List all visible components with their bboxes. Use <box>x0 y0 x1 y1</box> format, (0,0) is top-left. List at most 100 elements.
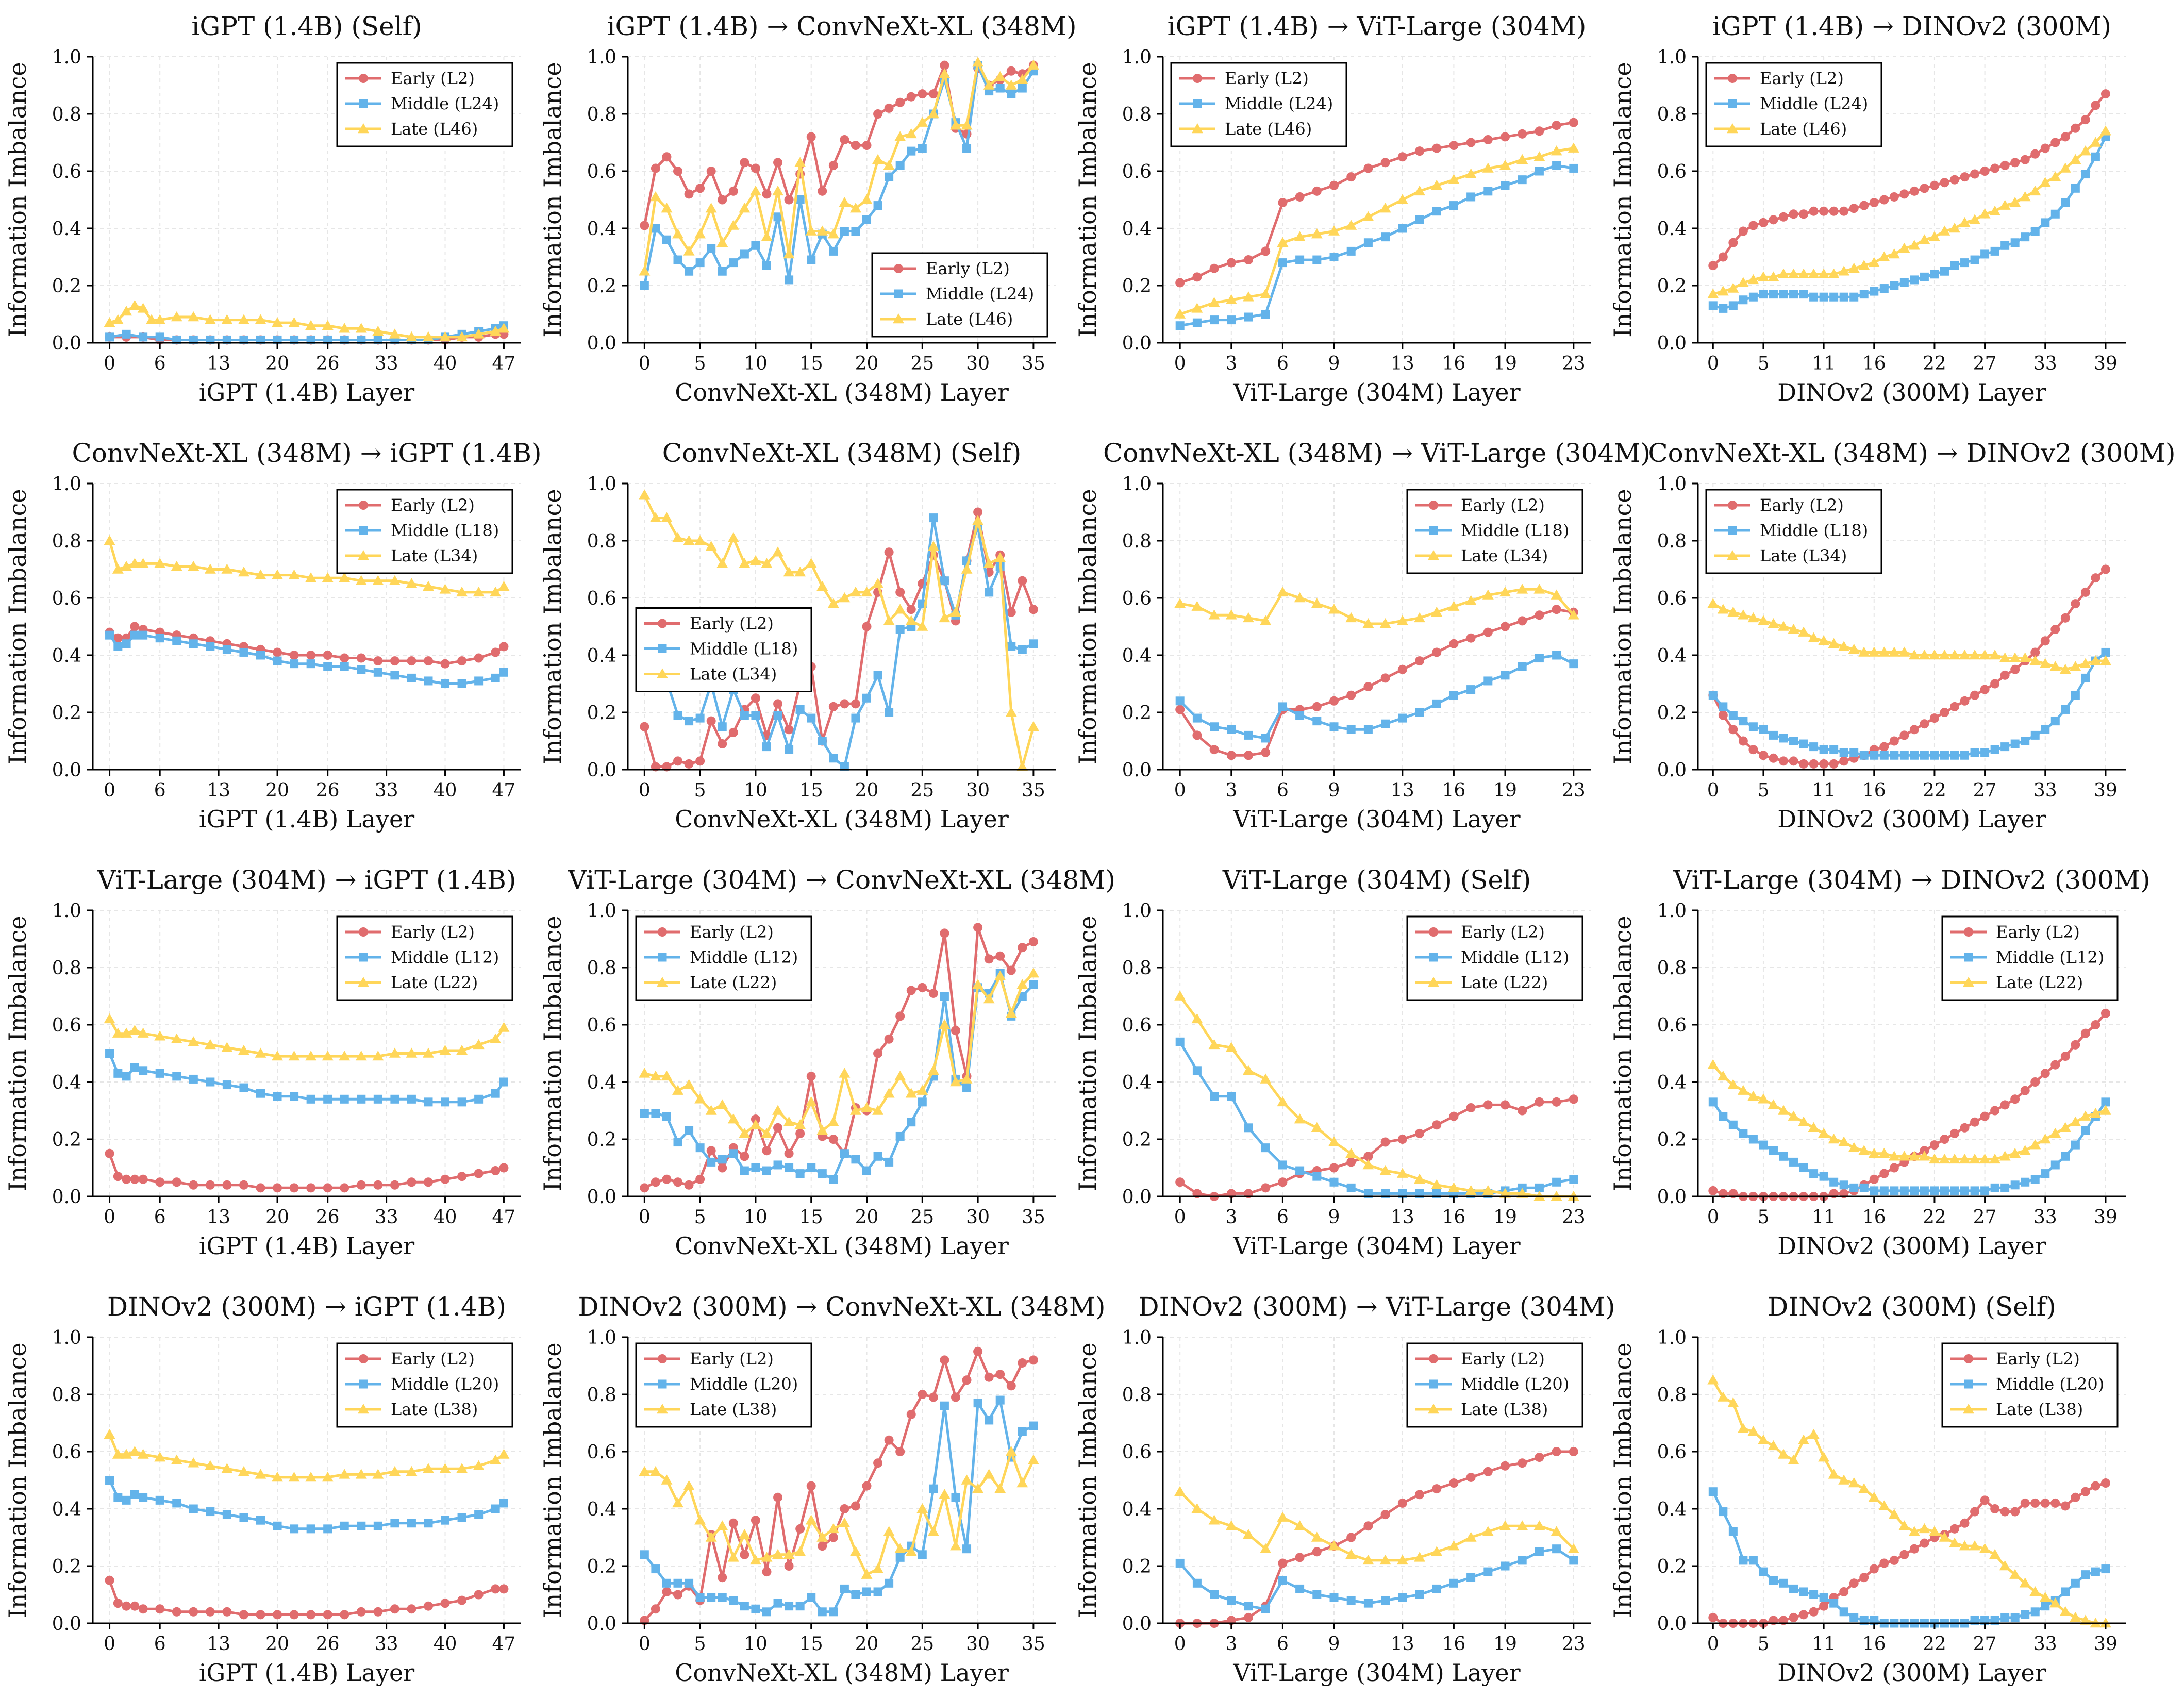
data-point <box>407 1094 416 1104</box>
data-point <box>672 1085 684 1095</box>
data-point <box>1888 248 1900 259</box>
y-tick-label: 0.8 <box>587 104 616 125</box>
data-point <box>739 558 751 568</box>
data-point <box>1027 59 1039 70</box>
data-point <box>1839 756 1849 766</box>
data-point <box>1533 151 1545 161</box>
data-point <box>829 1175 838 1184</box>
data-point <box>1789 290 1798 299</box>
y-tick-label: 0.0 <box>1657 1187 1687 1208</box>
legend-marker <box>657 1404 668 1414</box>
y-tick-label: 0.6 <box>1657 1442 1687 1463</box>
data-point <box>189 1607 198 1617</box>
y-tick-label: 0.0 <box>1122 760 1152 781</box>
data-point <box>2101 1097 2110 1107</box>
data-point <box>2030 647 2040 657</box>
data-point <box>1244 730 1253 740</box>
data-point <box>2010 739 2020 748</box>
data-point <box>289 1610 299 1620</box>
data-point <box>928 1392 938 1402</box>
data-point <box>1888 646 1900 657</box>
data-point <box>1999 1151 2011 1161</box>
data-point <box>2081 673 2090 682</box>
data-point <box>2020 1086 2030 1095</box>
data-point <box>2059 663 2071 674</box>
data-point <box>1908 240 1920 250</box>
data-point <box>1747 612 1759 623</box>
data-point <box>640 722 649 731</box>
data-point <box>2019 1145 2031 1155</box>
data-point <box>872 1105 884 1115</box>
x-tick-label: 30 <box>966 1207 990 1228</box>
legend-label: Late (L38) <box>1996 1400 2083 1419</box>
x-axis-label: DINOv2 (300M) Layer <box>1777 805 2046 833</box>
data-point <box>1769 753 1778 763</box>
data-point <box>256 1516 265 1525</box>
x-tick-label: 47 <box>492 780 516 801</box>
data-point <box>728 1518 738 1528</box>
data-point <box>222 1180 232 1190</box>
legend: Early (L2)Middle (L18)Late (L34) <box>1406 489 1583 574</box>
data-point <box>662 1587 672 1596</box>
data-point <box>154 1030 166 1041</box>
data-point <box>895 97 905 107</box>
data-point <box>1209 263 1219 273</box>
data-point <box>1727 1397 1739 1407</box>
data-point <box>1899 278 1909 287</box>
data-point <box>2030 1175 2040 1184</box>
x-tick-label: 16 <box>1862 1207 1886 1228</box>
data-point <box>1980 1111 1990 1121</box>
data-point <box>2081 1570 2090 1579</box>
x-tick-label: 19 <box>1493 1634 1517 1655</box>
legend-label: Early (L2) <box>926 259 1010 278</box>
data-point <box>1535 126 1544 136</box>
data-point <box>1798 1434 1810 1445</box>
data-point <box>1919 1151 1930 1161</box>
x-tick-label: 19 <box>1493 1207 1517 1228</box>
legend-marker <box>358 550 369 560</box>
data-point <box>1192 713 1202 723</box>
data-point <box>1789 209 1798 219</box>
x-axis-label: DINOv2 (300M) Layer <box>1777 1232 2046 1260</box>
series-line <box>1179 588 1575 625</box>
data-point <box>1920 719 1929 729</box>
x-tick-label: 6 <box>154 780 166 801</box>
x-tick-label: 13 <box>1391 353 1414 374</box>
data-point <box>2000 160 2010 170</box>
data-point <box>357 1094 366 1104</box>
data-point <box>729 1149 738 1158</box>
data-point <box>973 507 983 517</box>
data-point <box>1898 646 1910 657</box>
data-point <box>2070 1116 2081 1126</box>
data-point <box>673 1590 683 1600</box>
data-point <box>940 576 949 586</box>
legend: Early (L2)Middle (L24)Late (L46) <box>871 252 1048 338</box>
data-point <box>1227 315 1236 325</box>
data-point <box>356 1607 366 1617</box>
data-point <box>828 702 838 711</box>
data-point <box>761 231 773 241</box>
x-tick-label: 27 <box>1973 1207 1997 1228</box>
data-point <box>995 84 1005 93</box>
legend-marker <box>1964 1354 1973 1363</box>
legend-marker <box>1193 99 1202 108</box>
legend-marker <box>359 1379 368 1389</box>
data-point <box>1278 1576 1287 1585</box>
data-point <box>818 1541 827 1551</box>
data-point <box>794 157 806 167</box>
legend-marker <box>658 927 667 937</box>
data-point <box>273 647 282 657</box>
data-point <box>672 1497 684 1508</box>
data-point <box>1898 242 1910 253</box>
y-tick-label: 0.0 <box>1122 333 1152 354</box>
data-point <box>1380 1137 1390 1147</box>
data-point <box>2019 191 2031 202</box>
data-point <box>122 639 131 648</box>
data-point <box>1970 748 1979 757</box>
data-point <box>1535 610 1544 620</box>
data-point <box>707 1593 716 1602</box>
data-point <box>2071 1140 2080 1150</box>
data-point <box>1415 1490 1424 1500</box>
y-tick-label: 0.6 <box>52 1442 81 1463</box>
data-point <box>662 1174 672 1184</box>
